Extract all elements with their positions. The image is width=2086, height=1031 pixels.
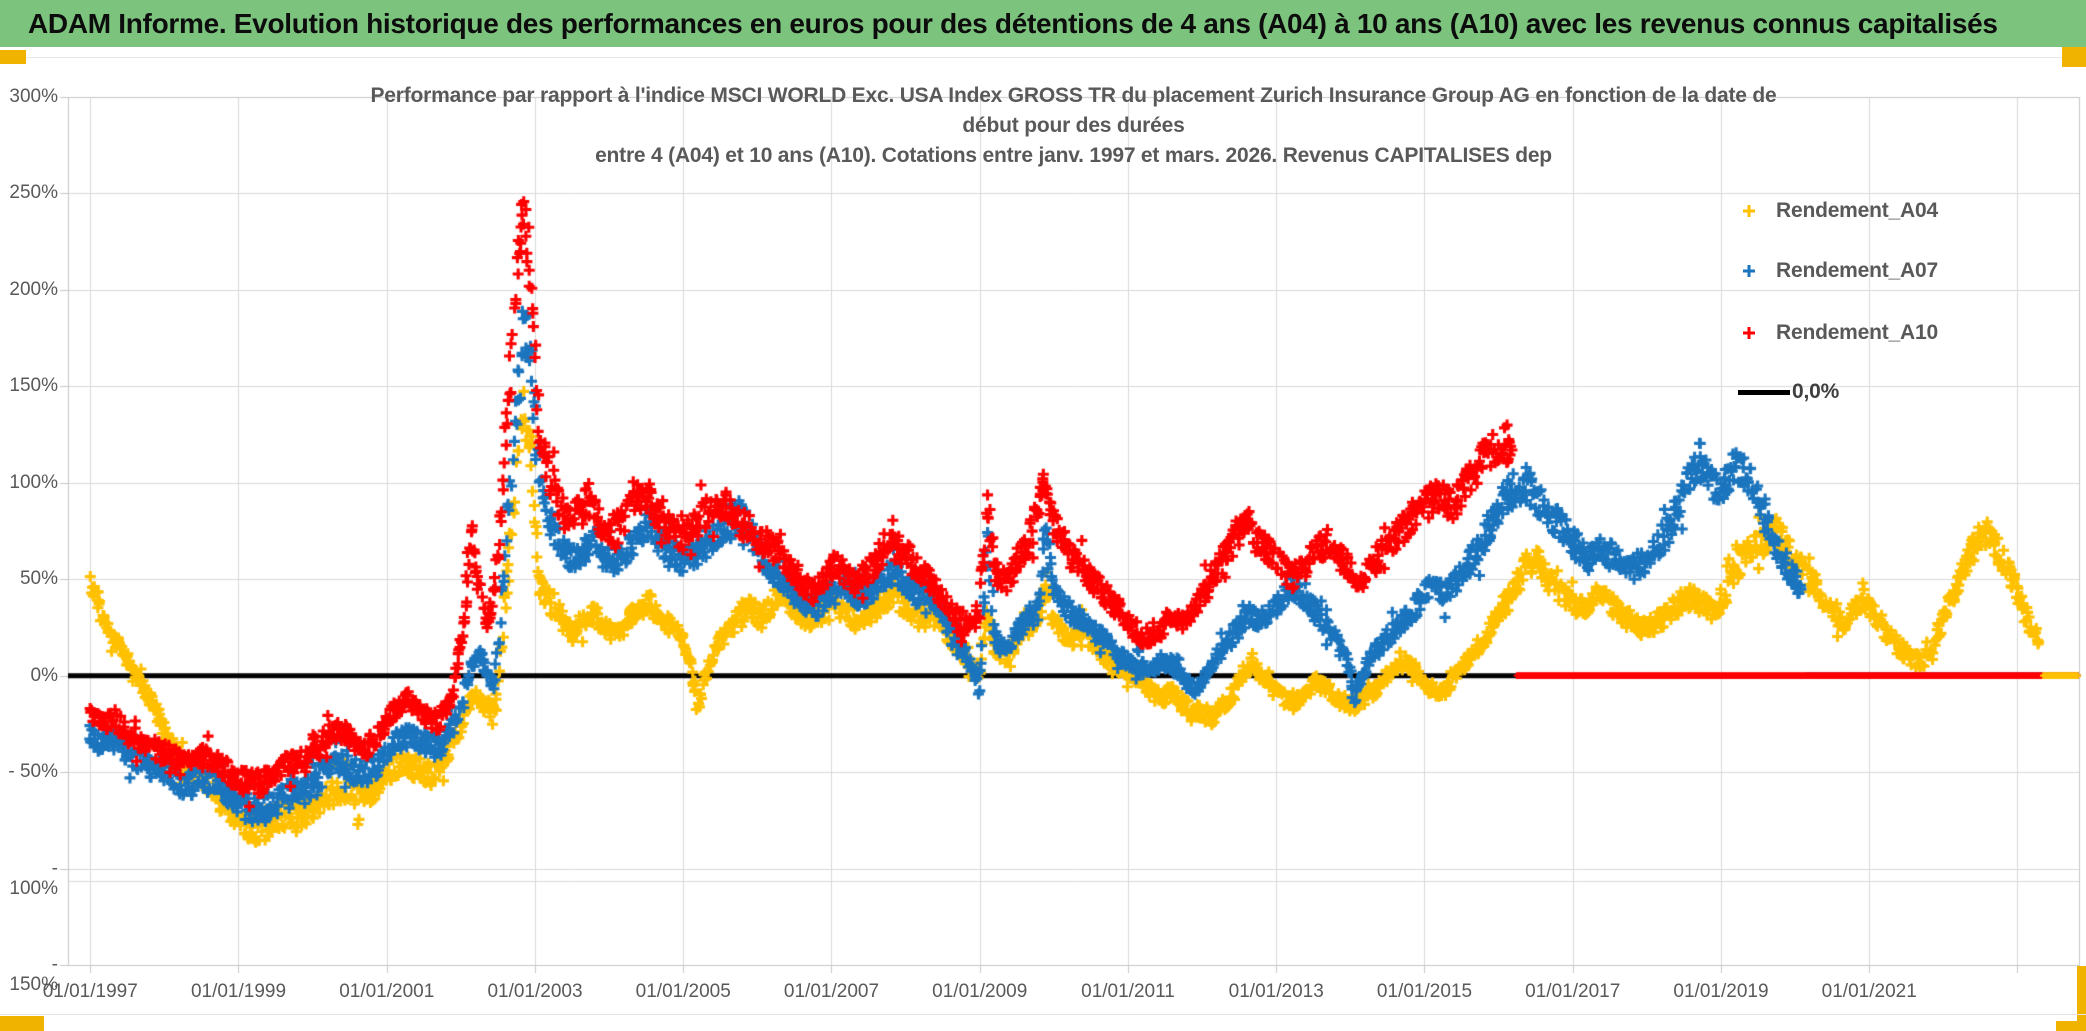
legend-label: Rendement_A07 <box>1776 259 1938 282</box>
y-axis-tick-label: 300% <box>9 86 58 107</box>
x-axis-tick-label: 01/01/2017 <box>1525 981 1621 1002</box>
x-axis-tick-label: 01/01/2011 <box>1081 981 1175 1002</box>
plus-marker-icon-red <box>1736 324 1762 342</box>
x-axis-tick-label: 01/01/2007 <box>783 981 880 1002</box>
x-axis-tick-label: 01/01/2005 <box>635 981 731 1002</box>
x-axis-tick-label: 01/01/1997 <box>42 981 138 1002</box>
bottom-divider <box>0 1014 2086 1015</box>
y-axis-tick-label: 50% <box>19 568 58 590</box>
y-axis-tick-label: 200% <box>9 278 58 300</box>
plus-marker-icon-blue <box>1736 262 1762 280</box>
x-axis-tick-label: 01/01/1999 <box>190 981 287 1002</box>
chart-title-line2: début pour des durées <box>962 114 1185 137</box>
x-axis-tick-label: 01/01/2019 <box>1673 981 1769 1002</box>
x-axis-tick-label: 01/01/2013 <box>1228 981 1324 1002</box>
x-axis-tick-label: 01/01/2021 <box>1821 981 1917 1002</box>
y-axis-tick-label: 250% <box>9 182 58 204</box>
legend-item-rendement-a07[interactable]: Rendement_A07 <box>1736 256 1938 286</box>
zero-line-swatch-icon <box>1738 389 1790 395</box>
gold-accent-bottom-left <box>0 1016 44 1031</box>
y-axis-tick-label: - 50% <box>8 761 58 783</box>
legend-label: Rendement_A10 <box>1776 321 1938 344</box>
y-axis-tick-label: 100% <box>9 471 58 493</box>
legend-label: Rendement_A04 <box>1776 199 1938 222</box>
chart-title-line1: Performance par rapport à l'indice MSCI … <box>370 84 1777 107</box>
x-axis-tick-label: 01/01/2009 <box>932 981 1028 1002</box>
gold-accent-bottom-right <box>2056 1021 2086 1031</box>
x-axis-tick-label: 01/01/2003 <box>487 981 583 1002</box>
legend-label: 0,0% <box>1792 380 1840 403</box>
gold-accent-top-left <box>0 50 26 64</box>
legend-item-rendement-a10[interactable]: Rendement_A10 <box>1736 318 1938 348</box>
x-axis-tick-label: 01/01/2001 <box>339 981 435 1002</box>
plus-marker-icon-gold <box>1736 202 1762 220</box>
gold-accent-top-right <box>2062 47 2086 67</box>
y-axis-tick-label: 150% <box>9 375 58 397</box>
x-axis-tick-label: 01/01/2015 <box>1376 981 1473 1002</box>
y-axis-tick-label: - 150% <box>9 954 58 995</box>
legend-item-zero-line[interactable]: 0,0% <box>1738 377 1839 407</box>
chart-title-line3: entre 4 (A04) et 10 ans (A10). Cotations… <box>595 144 1552 167</box>
legend-item-rendement-a04[interactable]: Rendement_A04 <box>1736 196 1938 226</box>
gold-accent-right-strip <box>2077 966 2086 1031</box>
y-axis-tick-label: - 100% <box>9 857 58 899</box>
y-axis-tick-label: 0% <box>30 664 58 686</box>
